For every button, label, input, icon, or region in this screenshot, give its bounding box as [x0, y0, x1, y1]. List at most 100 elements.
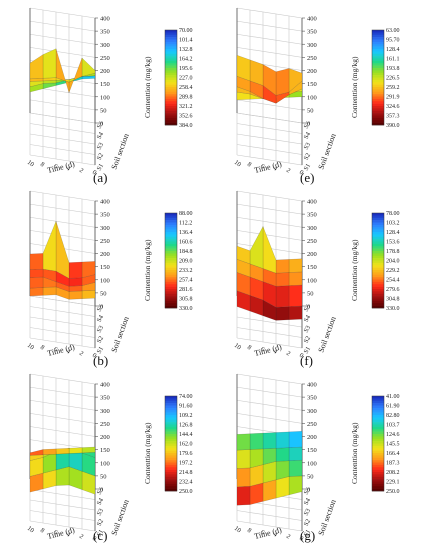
colorbar-band: [165, 46, 177, 50]
colorbar-band: [372, 234, 384, 238]
colorbar-tick-label: 226.5: [386, 76, 400, 82]
colorbar-band: [372, 224, 384, 228]
colorbar-band: [372, 441, 384, 444]
colorbar-band: [165, 246, 177, 249]
surface-patch: [249, 464, 264, 487]
y-tick-label: S3: [96, 508, 105, 517]
surface-patch: [42, 48, 57, 79]
x-tick-label: 8: [39, 527, 46, 535]
colorbar-tick-label: 229.1: [386, 480, 400, 486]
colorbar-band: [372, 229, 384, 233]
colorbar-band: [372, 72, 384, 76]
z-tick-label: 250: [100, 55, 110, 62]
colorbar-band: [165, 110, 177, 114]
colorbar-band: [165, 84, 177, 88]
surface-patch: [262, 461, 277, 484]
colorbar-band: [372, 37, 384, 40]
colorbar-band: [165, 255, 177, 259]
z-tick-label: 150: [100, 264, 110, 271]
colorbar-tick-label: 162.0: [179, 442, 193, 448]
colorbar-frame: [164, 29, 178, 126]
x-tick-label: 6: [52, 346, 59, 354]
surface-patch: [29, 54, 44, 80]
colorbar-band: [372, 438, 384, 442]
colorbar-band: [372, 108, 384, 112]
colorbar-band: [165, 476, 177, 480]
z-tick-label: 250: [307, 55, 317, 62]
surface-patch: [262, 226, 277, 274]
z-tick-label: 0: [100, 121, 103, 128]
colorbar-band: [165, 65, 177, 69]
colorbar-band: [165, 488, 177, 492]
z-tick-label: 350: [100, 395, 110, 402]
colorbar-band: [165, 253, 177, 257]
z-tick-label: 200: [100, 68, 110, 75]
colorbar-tick-label: 126.8: [179, 423, 193, 429]
x-tick-label: 6: [52, 529, 59, 537]
colorbar-band: [372, 32, 384, 36]
colorbar-band: [372, 44, 384, 47]
colorbar-band: [165, 469, 177, 473]
surface-patch: [68, 285, 83, 292]
colorbar-band: [165, 464, 177, 468]
colorbar-band: [372, 87, 384, 90]
surface-patch: [288, 431, 303, 448]
colorbar-band: [165, 56, 177, 59]
colorbar-band: [372, 289, 384, 292]
z-axis-title: Contenttion (mg/kg): [350, 239, 359, 301]
colorbar-tick-label: 124.6: [386, 432, 400, 438]
x-tick-label: 6: [259, 346, 266, 354]
y-tick-label: S5: [96, 304, 105, 313]
colorbar-band: [165, 262, 177, 266]
colorbar-band: [165, 115, 177, 119]
y-tick-label: S4: [96, 313, 106, 323]
colorbar-band: [372, 407, 384, 411]
colorbar-band: [165, 217, 177, 221]
surface-patch: [236, 449, 251, 469]
z-tick-label: 50: [307, 473, 314, 480]
colorbar-band: [372, 82, 384, 85]
colorbar-band: [165, 113, 177, 116]
colorbar-band: [372, 305, 384, 309]
colorbar-band: [372, 58, 384, 62]
grid-line: [29, 86, 96, 139]
y-axis-title: Soil section: [109, 132, 130, 170]
z-tick-label: 300: [100, 42, 110, 49]
z-axis-title: Contenttion (mg/kg): [143, 422, 152, 484]
z-tick-label: 0: [307, 304, 310, 311]
z-tick-label: 250: [307, 421, 317, 428]
colorbar-band: [165, 462, 177, 466]
x-tick-label: 2: [78, 533, 85, 541]
colorbar-tick-label: 82.80: [386, 413, 400, 419]
colorbar-band: [372, 457, 384, 461]
colorbar-tick-label: 305.8: [179, 297, 193, 303]
z-tick-label: 300: [100, 225, 110, 232]
y-tick-label: S4: [96, 130, 106, 140]
colorbar-tick-label: 233.2: [179, 268, 193, 274]
z-tick-label: 200: [307, 434, 317, 441]
surface-patch: [275, 431, 290, 449]
colorbar-band: [165, 251, 177, 254]
colorbar-band: [372, 239, 384, 242]
colorbar-band: [165, 300, 177, 304]
caption-f: (f): [300, 353, 313, 368]
surface-patch: [275, 259, 290, 274]
colorbar-band: [372, 243, 384, 247]
surface-patch: [81, 446, 96, 454]
z-tick-label: 400: [100, 382, 110, 389]
colorbar-band: [372, 474, 384, 478]
colorbar-band: [372, 429, 384, 432]
y-tick-label: S2: [96, 518, 105, 527]
colorbar-tick-label: 321.2: [179, 104, 193, 110]
caption-e: (e): [300, 170, 315, 185]
x-axis-title: Time (d): [46, 342, 76, 358]
colorbar-tick-label: 390.0: [386, 123, 400, 129]
x-axis-title: Time (d): [46, 159, 76, 175]
y-tick-label: S2: [96, 152, 105, 161]
colorbar-tick-label: 187.3: [386, 461, 400, 467]
colorbar-band: [165, 220, 177, 223]
x-tick-label: 0: [91, 169, 98, 177]
y-tick-label: S2: [303, 518, 312, 527]
z-tick-label: 350: [100, 212, 110, 219]
